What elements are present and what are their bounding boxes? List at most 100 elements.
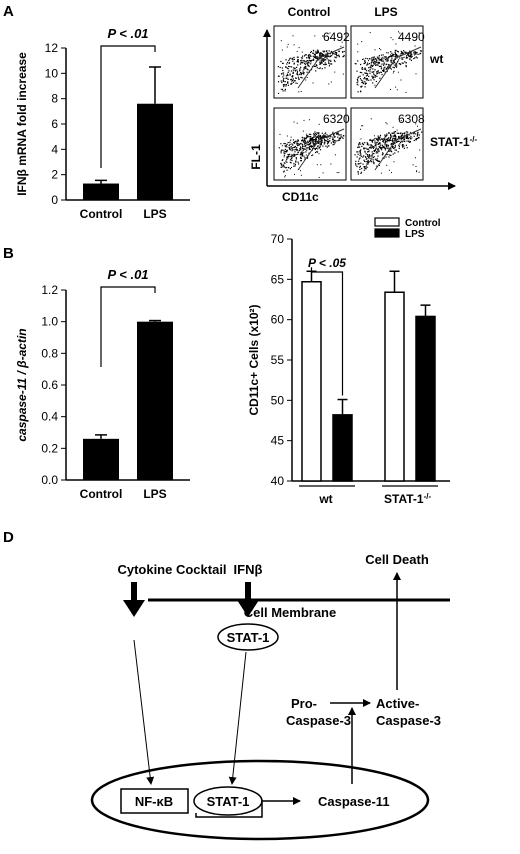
flow-dot xyxy=(388,139,390,141)
flow-dot xyxy=(336,132,338,135)
flow-dot xyxy=(291,150,293,152)
flow-dot xyxy=(305,136,308,138)
flow-dot xyxy=(387,66,389,68)
flow-dot xyxy=(378,65,381,68)
flow-dot xyxy=(312,82,314,84)
flow-dot xyxy=(391,145,393,147)
flow-dot xyxy=(317,135,319,137)
flow-dot xyxy=(373,71,375,73)
flow-dot xyxy=(371,71,373,73)
flow-dot xyxy=(404,140,406,142)
flow-dot xyxy=(310,63,312,65)
flow-dot xyxy=(357,173,359,175)
flow-dot xyxy=(293,153,295,155)
flow-dot xyxy=(360,91,362,93)
flow-dot xyxy=(305,141,307,143)
flow-dot xyxy=(364,61,366,63)
flow-dot xyxy=(332,141,334,143)
flow-dot xyxy=(364,59,366,62)
flow-dot xyxy=(320,143,322,145)
flow-dot xyxy=(363,147,366,149)
flow-dot xyxy=(334,142,336,144)
flow-dot xyxy=(365,147,367,149)
flow-dot xyxy=(380,147,382,149)
flow-dot xyxy=(287,78,289,80)
flow-dot xyxy=(357,77,359,79)
flow-dot xyxy=(325,59,327,61)
flow-dot xyxy=(402,132,404,134)
flow-dot xyxy=(282,149,284,151)
flow-dot xyxy=(386,143,388,146)
nucleus-bracket-arrow xyxy=(195,797,301,818)
flow-dot xyxy=(290,147,292,149)
flow-dot xyxy=(377,150,379,152)
flow-dot xyxy=(284,151,286,153)
flow-dot xyxy=(399,132,401,135)
flow-dot xyxy=(360,172,362,174)
flow-dot xyxy=(356,83,358,85)
flow-dot xyxy=(393,147,395,149)
flow-dot xyxy=(284,88,286,90)
flow-dot xyxy=(315,56,317,58)
y-tick-label: 12 xyxy=(45,41,59,55)
flow-dot xyxy=(398,136,400,138)
flow-dot xyxy=(361,41,363,43)
flow-dot xyxy=(369,155,371,157)
flow-dot xyxy=(370,160,372,162)
flow-dot xyxy=(299,148,301,150)
flow-dot xyxy=(410,56,412,58)
nfkb-label: NF-κB xyxy=(135,794,173,809)
flow-dot xyxy=(407,52,410,54)
flow-dot xyxy=(327,52,329,54)
y-tick-label: 60 xyxy=(271,313,285,327)
flow-dot xyxy=(300,156,302,158)
flow-dot xyxy=(292,154,294,156)
flow-dot xyxy=(328,62,330,64)
flow-dot xyxy=(377,155,379,157)
flow-dot xyxy=(316,56,318,58)
flow-dot xyxy=(370,139,372,141)
flow-dot xyxy=(375,59,377,61)
flow-dot xyxy=(379,77,381,79)
flow-dot xyxy=(293,142,296,144)
flow-dot xyxy=(327,145,329,147)
flow-dot xyxy=(365,168,367,170)
flow-dot xyxy=(310,145,312,147)
flow-dot xyxy=(333,143,335,145)
flow-dot xyxy=(378,72,380,74)
flow-dot xyxy=(284,148,286,150)
flow-dot xyxy=(381,73,383,76)
ifnb-label: IFNβ xyxy=(234,562,263,577)
flow-dot xyxy=(379,139,381,141)
flow-dot xyxy=(360,155,362,157)
flow-dot xyxy=(315,140,317,143)
flow-dot xyxy=(381,138,383,140)
flow-dot xyxy=(300,91,302,92)
flow-dot xyxy=(373,60,375,62)
flow-dot xyxy=(357,60,359,62)
flow-dot xyxy=(386,123,388,125)
flow-dot xyxy=(308,60,310,62)
flow-dot xyxy=(293,67,295,69)
flow-dot xyxy=(409,137,411,139)
flow-dot xyxy=(291,148,293,150)
flow-dot xyxy=(287,84,289,86)
flow-dot xyxy=(315,50,317,52)
flow-dot xyxy=(362,82,364,85)
flow-dot xyxy=(285,85,287,87)
flow-dot xyxy=(407,138,409,140)
flow-dot xyxy=(336,133,338,135)
flow-dot xyxy=(287,71,289,73)
flow-dot xyxy=(388,137,390,139)
bar-lps xyxy=(137,321,173,480)
flow-dot xyxy=(307,135,309,137)
flow-dot xyxy=(358,76,360,78)
flow-dot xyxy=(323,58,325,60)
flow-dot xyxy=(293,58,295,60)
flow-dot xyxy=(315,148,317,150)
flow-dot xyxy=(295,158,297,160)
flow-dot xyxy=(395,54,397,56)
flow-dot xyxy=(294,154,296,156)
flow-row-label-stat1: STAT-1-/- xyxy=(430,135,477,150)
flow-dot xyxy=(358,163,360,165)
